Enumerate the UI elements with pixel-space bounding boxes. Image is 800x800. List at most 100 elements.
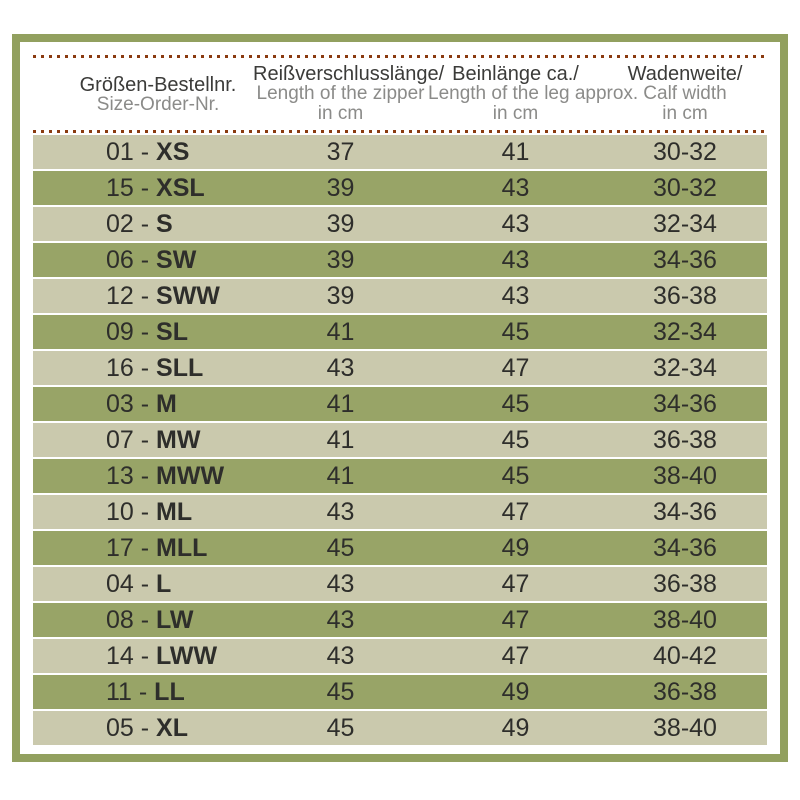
leg-length-cell: 49 xyxy=(501,714,530,742)
size-order-cell: 09 - SL xyxy=(33,315,253,349)
leg-length-cell: 47 xyxy=(501,354,530,382)
zipper-length-cell: 41 xyxy=(326,318,355,346)
zipper-length-cell: 45 xyxy=(326,534,355,562)
leg-length-cell: 47 xyxy=(501,570,530,598)
table-row: 15 - XSL 39 43 30-32 xyxy=(33,171,767,205)
column-header-3-label-de: Beinlänge ca./ xyxy=(452,63,579,85)
size-code: L xyxy=(156,570,172,598)
leg-length-cell: 45 xyxy=(501,462,530,490)
calf-width-cell: 38-40 xyxy=(653,462,717,490)
zipper-length-cell: 39 xyxy=(326,246,355,274)
table-row: 07 - MW 41 45 36-38 xyxy=(33,423,767,457)
size-code: LW xyxy=(156,606,194,634)
size-order-cell: 11 - LL xyxy=(33,675,253,709)
dotted-divider-middle xyxy=(33,130,767,133)
column-header-1-label-de: Größen-Bestellnr. xyxy=(79,74,237,96)
order-number-prefix: 09 - xyxy=(106,318,157,346)
column-header-2-unit: in cm xyxy=(317,103,364,124)
zipper-length-cell: 41 xyxy=(326,462,355,490)
leg-length-cell: 45 xyxy=(501,390,530,418)
size-code: MW xyxy=(156,426,201,454)
table-row: 14 - LWW 43 47 40-42 xyxy=(33,639,767,673)
order-number-prefix: 12 - xyxy=(106,282,157,310)
size-order-cell: 03 - M xyxy=(33,387,253,421)
leg-length-cell: 49 xyxy=(501,678,530,706)
size-chart-frame: Größen-Bestellnr. Size-Order-Nr. Reißversc… xyxy=(12,34,788,762)
size-code: M xyxy=(156,390,177,418)
order-number-prefix: 03 - xyxy=(106,390,157,418)
table-row: 08 - LW 43 47 38-40 xyxy=(33,603,767,637)
size-order-cell: 12 - SWW xyxy=(33,279,253,313)
order-number-prefix: 01 - xyxy=(106,138,157,166)
size-code: S xyxy=(156,210,173,238)
order-number-prefix: 04 - xyxy=(106,570,157,598)
table-row: 05 - XL 45 49 38-40 xyxy=(33,711,767,745)
size-code: LWW xyxy=(156,642,218,670)
calf-width-cell: 36-38 xyxy=(653,426,717,454)
column-header-2: Reißverschlusslänge/Length of the zipper… xyxy=(253,63,445,126)
zipper-length-cell: 41 xyxy=(326,390,355,418)
calf-width-cell: 30-32 xyxy=(653,138,717,166)
leg-length-cell: 45 xyxy=(501,318,530,346)
order-number-prefix: 16 - xyxy=(106,354,157,382)
table-row: 09 - SL 41 45 32-34 xyxy=(33,315,767,349)
order-number-prefix: 10 - xyxy=(106,498,157,526)
column-header-4-label-en: Calf width xyxy=(643,83,727,104)
size-order-cell: 01 - XS xyxy=(33,135,253,169)
calf-width-cell: 34-36 xyxy=(653,498,717,526)
table-row: 11 - LL 45 49 36-38 xyxy=(33,675,767,709)
calf-width-cell: 30-32 xyxy=(653,174,717,202)
size-order-cell: 14 - LWW xyxy=(33,639,253,673)
zipper-length-cell: 41 xyxy=(326,426,355,454)
column-header-2-label-de: Reißverschlusslänge/ xyxy=(253,63,445,85)
order-number-prefix: 08 - xyxy=(106,606,157,634)
size-order-cell: 04 - L xyxy=(33,567,253,601)
size-code: LL xyxy=(154,678,185,706)
order-number-prefix: 07 - xyxy=(106,426,157,454)
leg-length-cell: 47 xyxy=(501,606,530,634)
leg-length-cell: 43 xyxy=(501,174,530,202)
size-code: XSL xyxy=(156,174,205,202)
table-row: 02 - S 39 43 32-34 xyxy=(33,207,767,241)
calf-width-cell: 34-36 xyxy=(653,534,717,562)
calf-width-cell: 32-34 xyxy=(653,354,717,382)
column-header-4-label-de: Wadenweite/ xyxy=(627,63,743,85)
zipper-length-cell: 43 xyxy=(326,354,355,382)
order-number-prefix: 17 - xyxy=(106,534,157,562)
order-number-prefix: 13 - xyxy=(106,462,157,490)
size-code: ML xyxy=(156,498,193,526)
zipper-length-cell: 43 xyxy=(326,498,355,526)
order-number-prefix: 05 - xyxy=(106,714,157,742)
zipper-length-cell: 45 xyxy=(326,714,355,742)
calf-width-cell: 36-38 xyxy=(653,570,717,598)
order-number-prefix: 11 - xyxy=(106,678,155,706)
table-row: 03 - M 41 45 34-36 xyxy=(33,387,767,421)
table-row: 16 - SLL 43 47 32-34 xyxy=(33,351,767,385)
zipper-length-cell: 43 xyxy=(326,606,355,634)
leg-length-cell: 43 xyxy=(501,210,530,238)
size-order-cell: 06 - SW xyxy=(33,243,253,277)
column-header-4: Wadenweite/Calf width in cm xyxy=(603,64,767,126)
zipper-length-cell: 43 xyxy=(326,570,355,598)
table-row: 17 - MLL 45 49 34-36 xyxy=(33,531,767,565)
leg-length-cell: 41 xyxy=(501,138,530,166)
size-order-cell: 05 - XL xyxy=(33,711,253,745)
size-order-cell: 16 - SLL xyxy=(33,351,253,385)
size-order-cell: 07 - MW xyxy=(33,423,253,457)
table-row: 10 - ML 43 47 34-36 xyxy=(33,495,767,529)
zipper-length-cell: 39 xyxy=(326,282,355,310)
calf-width-cell: 34-36 xyxy=(653,246,717,274)
order-number-prefix: 14 - xyxy=(106,642,157,670)
leg-length-cell: 45 xyxy=(501,426,530,454)
size-order-cell: 13 - MWW xyxy=(33,459,253,493)
size-code: SWW xyxy=(156,282,220,310)
size-code: MWW xyxy=(156,462,225,490)
column-header-2-label-en: Length of the zipper xyxy=(256,83,425,104)
leg-length-cell: 43 xyxy=(501,246,530,274)
leg-length-cell: 47 xyxy=(501,498,530,526)
calf-width-cell: 32-34 xyxy=(653,318,717,346)
order-number-prefix: 02 - xyxy=(106,210,157,238)
zipper-length-cell: 39 xyxy=(326,174,355,202)
calf-width-cell: 40-42 xyxy=(653,642,717,670)
